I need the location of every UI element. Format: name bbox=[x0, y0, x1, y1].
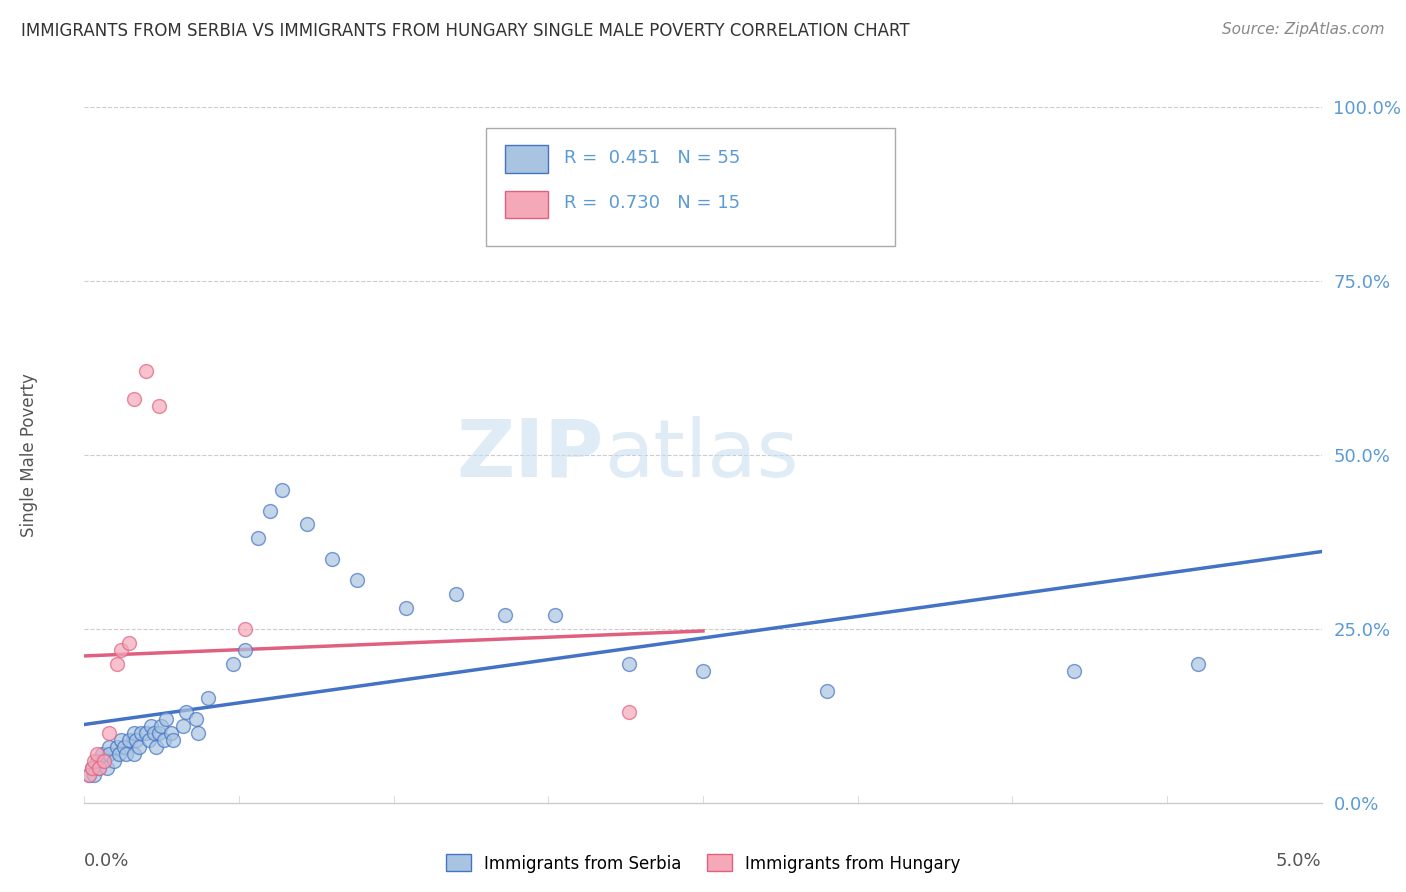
Text: R =  0.730   N = 15: R = 0.730 N = 15 bbox=[564, 194, 741, 212]
Point bbox=[271, 483, 294, 497]
Point bbox=[1063, 664, 1085, 678]
Point bbox=[444, 587, 467, 601]
Point bbox=[98, 726, 121, 740]
Point bbox=[1187, 657, 1209, 671]
Point bbox=[110, 642, 132, 657]
Point bbox=[79, 768, 101, 782]
Point bbox=[160, 726, 183, 740]
Text: 5.0%: 5.0% bbox=[1277, 852, 1322, 870]
Point bbox=[93, 754, 115, 768]
Point bbox=[93, 754, 115, 768]
Text: atlas: atlas bbox=[605, 416, 799, 494]
Point bbox=[145, 740, 167, 755]
Point bbox=[128, 740, 150, 755]
Point bbox=[103, 754, 125, 768]
Point bbox=[259, 503, 281, 517]
Point bbox=[125, 733, 148, 747]
Point bbox=[105, 657, 128, 671]
Point bbox=[118, 636, 141, 650]
Point bbox=[150, 719, 173, 733]
Point bbox=[395, 601, 418, 615]
Point bbox=[135, 364, 157, 378]
Point bbox=[118, 733, 141, 747]
Text: Source: ZipAtlas.com: Source: ZipAtlas.com bbox=[1222, 22, 1385, 37]
Point bbox=[80, 761, 103, 775]
Point bbox=[89, 761, 111, 775]
Point bbox=[172, 719, 194, 733]
Text: R =  0.451   N = 55: R = 0.451 N = 55 bbox=[564, 149, 741, 167]
Point bbox=[83, 768, 105, 782]
Point bbox=[197, 691, 219, 706]
Point bbox=[543, 607, 565, 622]
Point bbox=[184, 712, 207, 726]
Text: Single Male Poverty: Single Male Poverty bbox=[20, 373, 38, 537]
Point bbox=[129, 726, 152, 740]
Point bbox=[122, 392, 145, 407]
Point bbox=[122, 747, 145, 761]
Point bbox=[155, 712, 177, 726]
Point bbox=[246, 532, 269, 546]
Point bbox=[174, 706, 197, 720]
Point bbox=[321, 552, 343, 566]
Point bbox=[105, 740, 128, 755]
Point bbox=[79, 768, 101, 782]
Point bbox=[142, 726, 165, 740]
Point bbox=[96, 761, 118, 775]
Point bbox=[112, 740, 135, 755]
Point bbox=[138, 733, 160, 747]
Point bbox=[222, 657, 245, 671]
Legend: Immigrants from Serbia, Immigrants from Hungary: Immigrants from Serbia, Immigrants from … bbox=[439, 847, 967, 880]
Point bbox=[233, 642, 256, 657]
Text: ZIP: ZIP bbox=[457, 416, 605, 494]
FancyBboxPatch shape bbox=[505, 145, 548, 173]
Point bbox=[86, 747, 108, 761]
Point bbox=[692, 664, 714, 678]
Point bbox=[89, 761, 111, 775]
Point bbox=[148, 726, 170, 740]
Point bbox=[346, 573, 368, 587]
FancyBboxPatch shape bbox=[505, 191, 548, 219]
Point bbox=[187, 726, 209, 740]
Point bbox=[80, 761, 103, 775]
Point bbox=[108, 747, 131, 761]
Point bbox=[617, 706, 640, 720]
Point bbox=[83, 754, 105, 768]
Point bbox=[115, 747, 138, 761]
Point bbox=[86, 754, 108, 768]
Point bbox=[494, 607, 516, 622]
Point bbox=[162, 733, 184, 747]
Point bbox=[141, 719, 163, 733]
Point bbox=[122, 726, 145, 740]
Point bbox=[815, 684, 838, 698]
Point bbox=[152, 733, 174, 747]
Point bbox=[233, 622, 256, 636]
Text: 0.0%: 0.0% bbox=[84, 852, 129, 870]
Point bbox=[135, 726, 157, 740]
Text: IMMIGRANTS FROM SERBIA VS IMMIGRANTS FROM HUNGARY SINGLE MALE POVERTY CORRELATIO: IMMIGRANTS FROM SERBIA VS IMMIGRANTS FRO… bbox=[21, 22, 910, 40]
Point bbox=[90, 747, 112, 761]
Point bbox=[148, 399, 170, 413]
Point bbox=[110, 733, 132, 747]
Point bbox=[98, 740, 121, 755]
Point bbox=[98, 747, 121, 761]
Point bbox=[295, 517, 318, 532]
Point bbox=[617, 657, 640, 671]
FancyBboxPatch shape bbox=[486, 128, 894, 246]
